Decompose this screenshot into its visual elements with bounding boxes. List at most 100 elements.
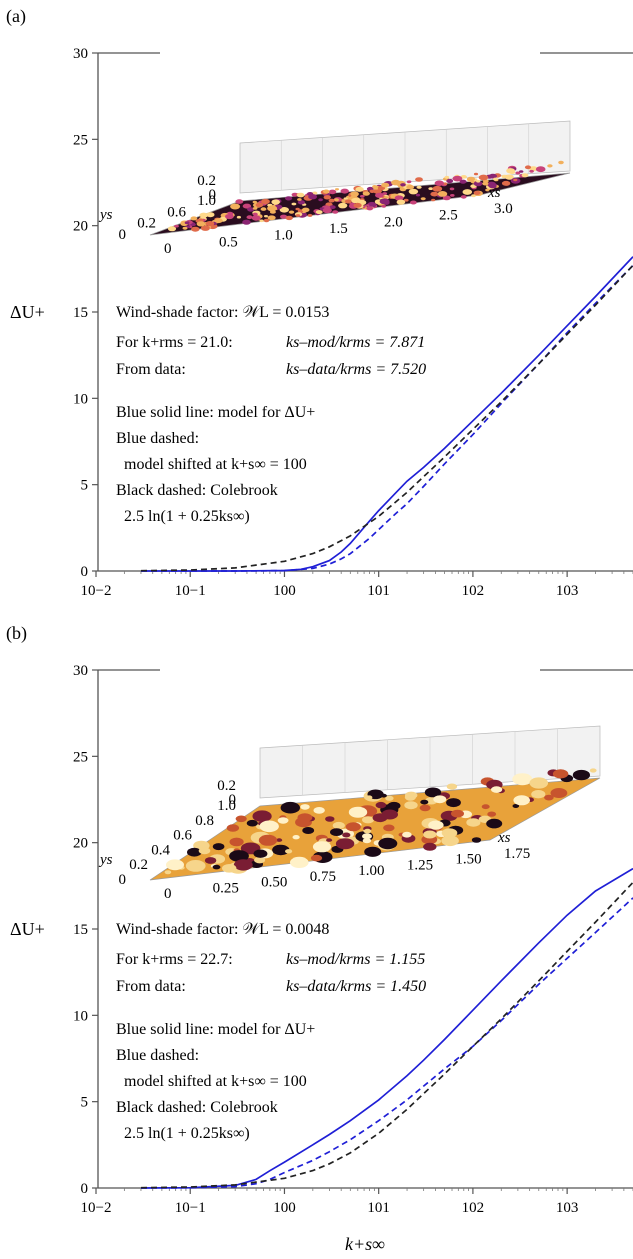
- inset-surface-texture: [185, 860, 206, 872]
- inset-surface-texture: [512, 773, 533, 786]
- x-tick-label: 103: [556, 1200, 579, 1216]
- legend-line-1: Blue solid line: model for ΔU+: [116, 1021, 315, 1038]
- y-axis-label: ΔU+: [10, 302, 45, 322]
- inset-surface-texture: [345, 822, 361, 832]
- series-colebrook-dashed: [140, 881, 633, 1189]
- inset-y-tick-label: 0.4: [151, 842, 170, 858]
- inset-surface-texture: [589, 768, 597, 773]
- inset-y-axis-label: ys: [98, 207, 113, 223]
- inset-surface-texture: [335, 188, 339, 191]
- inset-surface-texture: [332, 821, 345, 830]
- inset-surface-texture: [488, 173, 497, 179]
- inset-surface-texture: [459, 179, 467, 184]
- inset-surface-texture: [473, 172, 479, 176]
- legend-line-5: 2.5 ln(1 + 0.25ks∞): [124, 1125, 250, 1142]
- inset-surface-texture: [258, 834, 278, 846]
- inset-surface-texture: [200, 225, 210, 231]
- inset-x-tick-label: 1.5: [329, 221, 348, 237]
- y-tick-label: 30: [73, 46, 88, 62]
- inset-surface-texture: [380, 793, 387, 798]
- inset-surface-texture: [353, 202, 362, 208]
- inset-surface-texture: [431, 198, 436, 202]
- inset-surface-texture: [501, 174, 508, 179]
- inset-surface-texture: [521, 173, 529, 178]
- x-axis-label: k+s∞: [345, 1234, 385, 1254]
- inset-surface-texture: [297, 198, 302, 201]
- inset-surface-texture: [382, 192, 388, 195]
- inset-surface-texture: [273, 844, 286, 853]
- inset-surface-texture: [297, 813, 313, 822]
- inset-surface-texture: [403, 198, 409, 202]
- inset-surface-texture: [466, 818, 481, 827]
- inset-surface-texture: [449, 187, 455, 191]
- inset-surface-texture: [229, 837, 244, 847]
- legend-line-2: Blue dashed:: [116, 430, 199, 447]
- inset-x-axis-label: xs: [497, 830, 511, 846]
- inset-x-tick-label: 0.50: [261, 875, 287, 891]
- inset-surface-texture: [291, 202, 297, 206]
- inset-surface-texture: [450, 194, 455, 197]
- inset-surface-texture: [330, 828, 344, 836]
- wind-shade-text: Wind-shade factor: 𝒲L = 0.0153: [116, 304, 329, 321]
- inset-y-tick-label: 0: [119, 872, 127, 888]
- inset-surface-texture: [367, 201, 377, 208]
- inset-surface-texture: [572, 769, 591, 781]
- inset-surface-texture: [313, 807, 325, 814]
- inset-surface-texture: [446, 178, 454, 184]
- inset-surface-texture: [491, 786, 503, 793]
- inset-surface-texture: [251, 215, 261, 221]
- inset-surface-texture: [212, 843, 225, 851]
- inset-surface-texture: [558, 160, 564, 165]
- inset-surface-texture: [415, 177, 423, 182]
- series-colebrook-dashed: [140, 264, 633, 572]
- inset-surface-texture: [408, 188, 419, 195]
- inset-surface-texture: [379, 198, 390, 205]
- inset-z-tick-label: 0: [209, 187, 217, 203]
- annotation-block: Wind-shade factor: 𝒲L = 0.0048 For k+rms …: [116, 921, 426, 1142]
- inset-surface-texture: [529, 169, 534, 173]
- panel-label: (a): [6, 6, 26, 27]
- inset-surface-texture: [296, 192, 305, 198]
- y-tick-label: 5: [81, 478, 89, 494]
- inset-surface-texture: [424, 787, 442, 798]
- inset-surface-texture: [473, 181, 483, 187]
- inset-surface-texture: [196, 221, 206, 227]
- inset-surface-texture: [315, 210, 323, 215]
- inset-surface-texture: [246, 819, 258, 827]
- inset-surface-texture: [513, 795, 530, 806]
- inset-surface-texture: [364, 846, 382, 857]
- inset-surface-texture: [247, 207, 255, 212]
- inset-surface-texture: [246, 215, 253, 220]
- legend-line-4: Black dashed: Colebrook: [116, 482, 278, 499]
- inset-surface-texture: [335, 838, 355, 850]
- inset-y-tick-label: 0: [119, 227, 127, 243]
- for-krms-label: For k+rms = 21.0:: [116, 334, 233, 351]
- inset-surface-texture: [381, 204, 387, 208]
- inset-surface-texture: [430, 191, 439, 197]
- y-tick-label: 10: [73, 1008, 88, 1024]
- inset-surface-texture: [260, 207, 267, 211]
- inset-surface-texture: [372, 185, 378, 188]
- inset-surface-texture: [362, 191, 370, 196]
- y-tick-label: 15: [73, 922, 88, 938]
- inset-surface-texture: [410, 200, 417, 205]
- inset-surface-texture: [184, 221, 190, 225]
- inset-y-tick-label: 0.2: [129, 857, 148, 873]
- inset-surface-texture: [433, 795, 447, 804]
- inset-surface-texture: [212, 864, 221, 870]
- inset-surface-texture: [205, 221, 215, 227]
- inset-surface-texture: [550, 788, 568, 798]
- inset-x-tick-label: 0.5: [219, 234, 238, 250]
- x-tick-label: 10−2: [81, 1200, 112, 1216]
- inset-surface-texture: [400, 183, 406, 187]
- inset-surface-texture: [396, 199, 406, 205]
- inset-surface-texture: [279, 207, 289, 213]
- from-data-value: ks–data/krms = 1.450: [286, 978, 426, 995]
- inset-surface-texture: [446, 783, 458, 790]
- inset-surface-texture: [254, 856, 266, 864]
- inset-surface-texture: [214, 218, 223, 224]
- inset-surface-texture: [478, 174, 489, 181]
- inset-surface-texture: [466, 176, 476, 182]
